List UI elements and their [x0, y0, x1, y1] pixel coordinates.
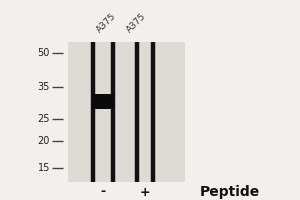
- Bar: [68, 42, 185, 182]
- Text: A375: A375: [124, 11, 148, 34]
- Text: 20: 20: [38, 136, 50, 146]
- Text: 50: 50: [38, 48, 50, 58]
- Text: 25: 25: [38, 114, 50, 124]
- Text: -: -: [100, 186, 106, 198]
- Text: A375: A375: [94, 11, 118, 34]
- Text: Peptide: Peptide: [200, 185, 260, 199]
- Text: +: +: [140, 186, 150, 198]
- Text: 35: 35: [38, 82, 50, 92]
- Bar: [92, 94, 114, 109]
- Text: 15: 15: [38, 163, 50, 173]
